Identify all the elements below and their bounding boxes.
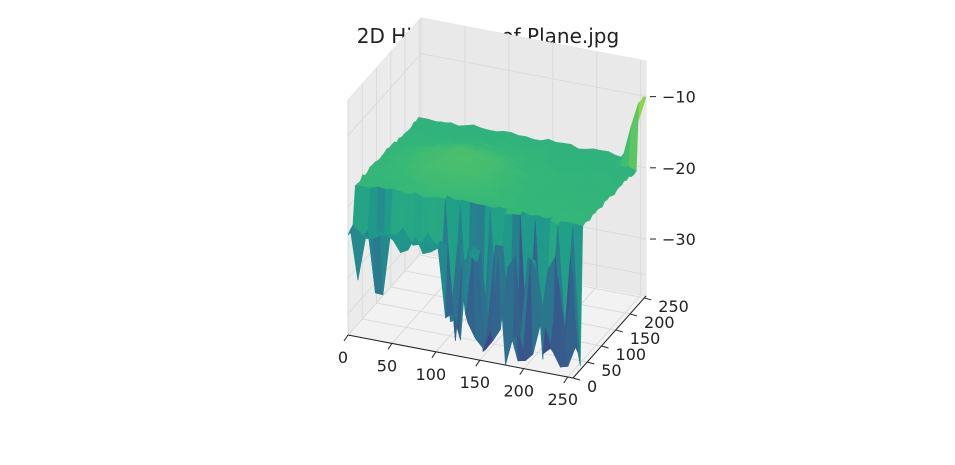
y-tick (629, 313, 638, 317)
y-gridline (361, 84, 588, 363)
x-tick (431, 351, 437, 359)
surface-cell (565, 270, 576, 367)
z-tick-label: −20 (662, 159, 696, 178)
axis-lines (347, 295, 647, 379)
x-tick (475, 359, 481, 367)
y-axis-line (572, 295, 647, 379)
y-tick (572, 377, 581, 381)
x-tick (343, 334, 349, 342)
y-tick-label: 50 (601, 361, 621, 380)
y-tick-label: 200 (644, 313, 675, 332)
x-tick-label: 0 (338, 348, 348, 367)
x-gridline (347, 18, 422, 336)
z-tick-label: −30 (662, 230, 696, 249)
y-tick (615, 329, 623, 333)
x-tick-label: 250 (547, 390, 578, 409)
y-tick-label: 250 (658, 297, 689, 316)
x-tick-label: 100 (416, 365, 447, 384)
y-tick (587, 361, 595, 365)
y-tick-label: 100 (616, 345, 647, 364)
z-gridline (347, 53, 647, 136)
y-tick (644, 297, 652, 301)
x-tick-label: 200 (504, 382, 535, 401)
y-tick (601, 345, 609, 349)
x-tick (563, 376, 569, 384)
x-tick-label: 150 (460, 373, 491, 392)
y-tick-label: 150 (630, 329, 661, 348)
x-tick (519, 368, 525, 375)
x-gridline (567, 60, 642, 378)
x-tick-label: 50 (377, 356, 397, 375)
x-axis-line (347, 334, 574, 379)
y-tick-label: 0 (587, 377, 597, 396)
x-tick (387, 343, 393, 350)
z-tick-label: −10 (662, 88, 696, 107)
surface-plot (347, 96, 647, 368)
